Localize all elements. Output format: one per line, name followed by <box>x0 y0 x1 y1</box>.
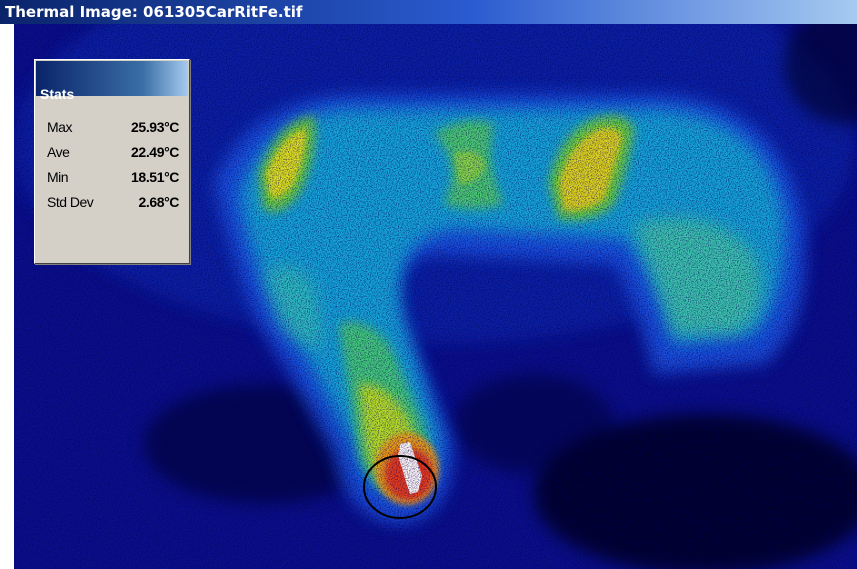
stats-panel[interactable]: Stats Max 25.93°C Ave 22.49°C Min 18.51°… <box>34 59 190 264</box>
stat-row-max: Max 25.93°C <box>35 119 189 144</box>
roi-circle[interactable] <box>363 455 437 519</box>
thermal-image-viewport[interactable] <box>14 24 857 569</box>
stat-row-min: Min 18.51°C <box>35 169 189 194</box>
stat-value: 18.51°C <box>131 169 179 185</box>
stat-label: Ave <box>47 144 70 160</box>
stats-rows: Max 25.93°C Ave 22.49°C Min 18.51°C Std … <box>35 97 189 219</box>
stat-label: Min <box>47 169 69 185</box>
stat-value: 22.49°C <box>131 144 179 160</box>
stat-row-std-dev: Std Dev 2.68°C <box>35 194 189 219</box>
stat-label: Max <box>47 119 72 135</box>
stat-value: 25.93°C <box>131 119 179 135</box>
thermal-image <box>14 24 857 569</box>
window-title[interactable]: Thermal Image: 061305CarRitFe.tif <box>0 0 857 24</box>
stat-row-ave: Ave 22.49°C <box>35 144 189 169</box>
stat-label: Std Dev <box>47 194 94 210</box>
stats-title: Stats <box>40 86 75 102</box>
stats-header[interactable]: Stats <box>36 61 188 102</box>
stat-value: 2.68°C <box>138 194 179 210</box>
